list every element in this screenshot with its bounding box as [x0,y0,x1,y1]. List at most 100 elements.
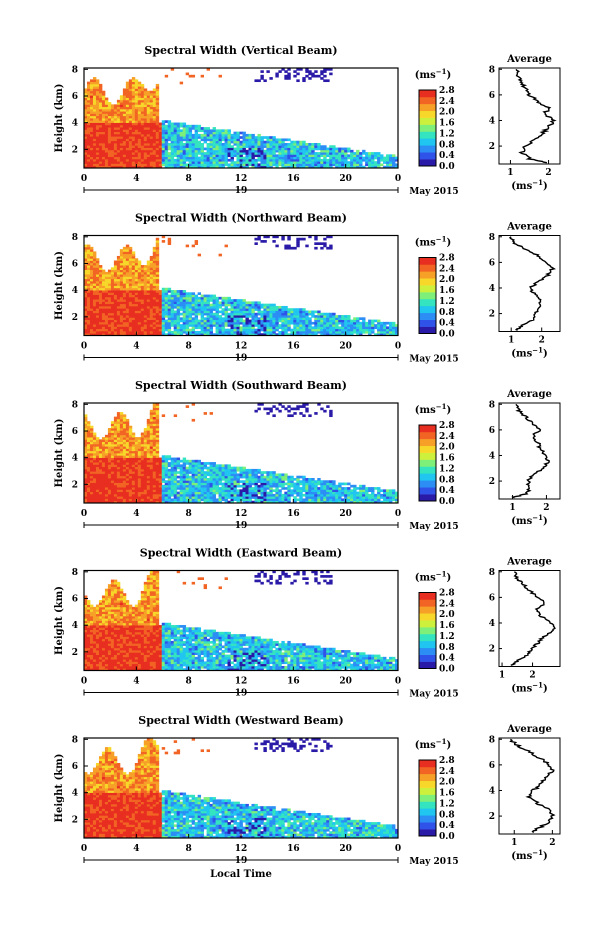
heatmap-cell [189,150,192,153]
heatmap-cell [240,308,243,311]
colorbar-tick-label: 2.4 [439,264,455,274]
heatmap-cell [102,123,105,126]
heatmap-cell [90,261,93,264]
heatmap-cell [201,320,204,323]
heatmap-cell [284,326,287,329]
heatmap-cell [99,322,102,325]
heatmap-cell [153,161,156,164]
heatmap-cell [243,150,246,153]
heatmap-cell [165,322,168,325]
heatmap-cell [150,104,153,107]
heatmap-cell [144,98,147,101]
heatmap-cell [129,84,132,87]
heatmap-cell [102,120,105,123]
heatmap-cell [186,134,189,137]
heatmap-cell [141,473,144,476]
heatmap-cell [183,127,186,130]
heatmap-cell [87,494,90,497]
heatmap-cell [135,326,138,329]
heatmap-cell [150,152,153,155]
month-label: May 2015 [409,187,458,197]
heatmap-cell [126,315,129,318]
heatmap-cell [225,320,228,323]
heatmap-cell [272,306,275,309]
heatmap-cell [311,163,314,166]
heatmap-cell [108,453,111,456]
heatmap-cell [222,129,225,132]
colorbar-tick-label: 0.8 [439,140,455,150]
heatmap-cell [177,299,180,302]
heatmap-cell [278,306,281,309]
heatmap-cell [129,322,132,325]
heatmap-cell [284,247,287,250]
heatmap-cell [108,473,111,476]
heatmap-cell [359,329,362,332]
heatmap-cell [132,295,135,298]
heatmap-cell [114,428,117,431]
heatmap-cell [317,75,320,78]
heatmap-cell [105,329,108,332]
heatmap-cell [141,467,144,470]
heatmap-cell [150,326,153,329]
heatmap-cell [114,460,117,463]
heatmap-cell [284,70,287,73]
heatmap-cell [108,485,111,488]
heatmap-cell [129,79,132,82]
heatmap-cell [257,136,260,139]
heatmap-cell [257,313,260,316]
heatmap-cell [147,485,150,488]
heatmap-cell [87,467,90,470]
heatmap-cell [219,150,222,153]
heatmap-cell [156,265,159,268]
heatmap-cell [207,163,210,166]
heatmap-cell [371,326,374,329]
heatmap-cell [260,75,263,78]
heatmap-cell [177,127,180,130]
heatmap-cell [377,320,380,323]
heatmap-cell [293,150,296,153]
heatmap-cell [171,306,174,309]
heatmap-cell [87,118,90,121]
heatmap-cell [99,331,102,334]
heatmap-cell [168,290,171,293]
heatmap-cell [93,84,96,87]
heatmap-cell [213,301,216,304]
heatmap-cell [359,322,362,325]
heatmap-cell [317,331,320,334]
heatmap-cell [299,311,302,314]
heatmap-cell [311,313,314,316]
heatmap-cell [174,145,177,148]
heatmap-cell [126,107,129,110]
heatmap-cell [293,152,296,155]
heatmap-cell [237,306,240,309]
heatmap-cell [105,159,108,162]
heatmap-cell [341,320,344,323]
heatmap-cell [153,93,156,96]
heatmap-cell [180,331,183,334]
heatmap-cell [201,304,204,307]
heatmap-cell [117,111,120,114]
heatmap-cell [272,152,275,155]
heatmap-cell [90,143,93,146]
heatmap-cell [159,125,162,128]
heatmap-cell [263,308,266,311]
heatmap-cell [347,317,350,320]
heatmap-cell [129,483,132,486]
heatmap-cell [126,93,129,96]
heatmap-cell [245,313,248,316]
day-label: 19 [235,186,248,196]
average-y-tick-label: 6 [489,91,495,101]
heatmap-cell [156,467,159,470]
heatmap-cell [117,453,120,456]
heatmap-cell [156,143,159,146]
heatmap-cell [228,324,231,327]
heatmap-cell [96,467,99,470]
heatmap-cell [147,464,150,467]
heatmap-cell [129,93,132,96]
heatmap-cell [120,290,123,293]
heatmap-cell [96,483,99,486]
heatmap-cell [90,281,93,284]
heatmap-cell [93,455,96,458]
heatmap-cell [144,107,147,110]
